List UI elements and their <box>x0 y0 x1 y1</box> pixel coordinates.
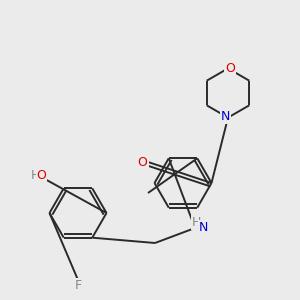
Text: N: N <box>199 220 208 234</box>
Text: O: O <box>37 169 46 182</box>
Text: O: O <box>226 62 235 75</box>
Text: O: O <box>138 155 148 169</box>
Text: N: N <box>221 110 230 123</box>
Text: F: F <box>74 279 82 292</box>
Text: H: H <box>31 169 40 182</box>
Text: H: H <box>192 216 201 229</box>
